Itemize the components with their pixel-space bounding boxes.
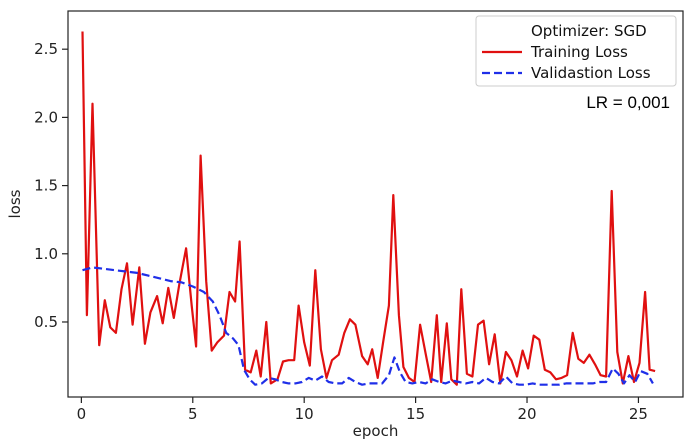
y-tick-label: 2.0 — [34, 108, 58, 126]
y-tick-label: 1.0 — [34, 245, 58, 263]
legend-title: Optimizer: SGD — [531, 22, 647, 40]
x-tick-label: 0 — [77, 405, 87, 423]
y-tick-label: 0.5 — [34, 313, 58, 331]
y-axis-label: loss — [6, 189, 24, 218]
y-tick-label: 2.5 — [34, 40, 58, 58]
x-tick-label: 15 — [406, 405, 425, 423]
x-axis-ticks: 0 5 10 15 20 25 — [77, 397, 648, 423]
series-layer — [81, 31, 656, 386]
learning-rate-annotation: LR = 0,001 — [586, 93, 670, 112]
training-loss-line — [81, 31, 656, 386]
legend: Optimizer: SGD Training Loss Validastion… — [475, 15, 677, 87]
y-axis-ticks: 0.5 1.0 1.5 2.0 2.5 — [34, 40, 68, 331]
x-tick-label: 25 — [629, 405, 648, 423]
validation-loss-line — [82, 266, 654, 386]
y-tick-label: 1.5 — [34, 177, 58, 195]
legend-label-training-loss: Training Loss — [530, 43, 628, 61]
x-axis-label: epoch — [353, 422, 399, 440]
x-tick-label: 10 — [295, 405, 314, 423]
plot-frame — [67, 10, 684, 398]
legend-label-validation-loss: Validastion Loss — [531, 64, 651, 82]
x-tick-label: 5 — [188, 405, 198, 423]
x-tick-label: 20 — [517, 405, 536, 423]
legend-box — [475, 15, 677, 87]
